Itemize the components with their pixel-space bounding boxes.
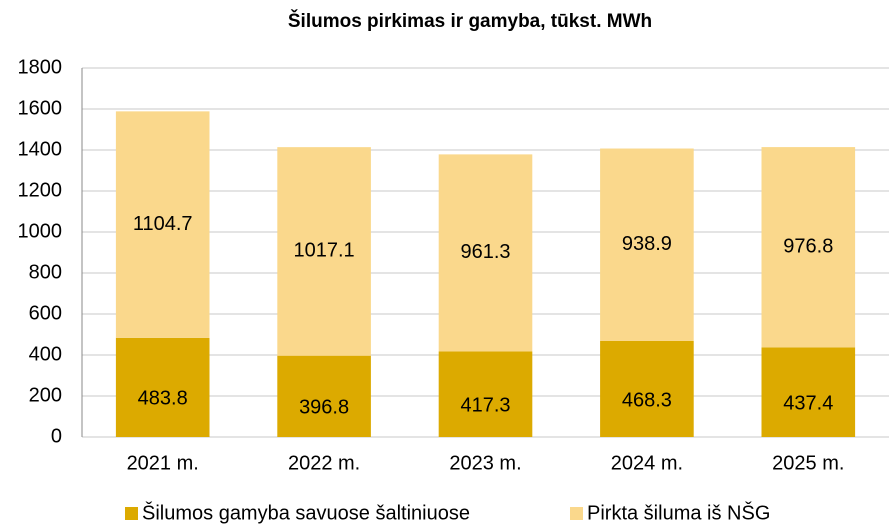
- bar-segment: [277, 147, 371, 356]
- data-label: 938.9: [622, 233, 672, 255]
- bar-segment: [115, 337, 210, 437]
- chart-title: Šilumos pirkimas ir gamyba, tūkst. MWh: [288, 10, 652, 32]
- legend-label: Pirkta šiluma iš NŠG: [587, 501, 770, 524]
- x-tick-label: 2025 m.: [772, 452, 844, 474]
- y-tick-label: 1400: [18, 138, 63, 160]
- y-tick-label: 800: [29, 261, 62, 283]
- bar-segment: [115, 111, 210, 338]
- data-label: 961.3: [460, 241, 510, 263]
- x-tick-label: 2024 m.: [611, 452, 683, 474]
- bar-segment: [600, 148, 694, 341]
- data-label: 976.8: [783, 235, 833, 257]
- bar-segment: [438, 154, 533, 352]
- y-tick-label: 200: [29, 384, 62, 406]
- x-tick-label: 2023 m.: [449, 452, 521, 474]
- data-label: 396.8: [299, 397, 349, 419]
- legend-swatch: [125, 507, 138, 520]
- x-tick-label: 2021 m.: [127, 452, 199, 474]
- data-label: 417.3: [460, 395, 510, 417]
- data-label: 1104.7: [133, 213, 193, 235]
- y-tick-label: 1000: [18, 220, 63, 242]
- data-label: 468.3: [622, 389, 672, 411]
- bar-segment: [277, 355, 371, 437]
- bar-segment: [761, 147, 856, 348]
- bar-segment: [600, 340, 694, 437]
- y-tick-label: 0: [51, 425, 62, 447]
- data-label: 483.8: [138, 388, 188, 410]
- y-tick-label: 1600: [18, 97, 63, 119]
- y-tick-label: 400: [29, 343, 62, 365]
- y-tick-label: 600: [29, 302, 62, 324]
- bar-segment: [761, 347, 856, 437]
- y-tick-label: 1200: [18, 179, 63, 201]
- legend-swatch: [570, 507, 583, 520]
- data-label: 1017.1: [294, 240, 355, 262]
- legend-label: Šilumos gamyba savuose šaltiniuose: [142, 501, 470, 524]
- data-label: 437.4: [783, 392, 833, 414]
- x-tick-label: 2022 m.: [288, 452, 360, 474]
- bar-segment: [438, 351, 533, 437]
- y-tick-label: 1800: [18, 56, 63, 78]
